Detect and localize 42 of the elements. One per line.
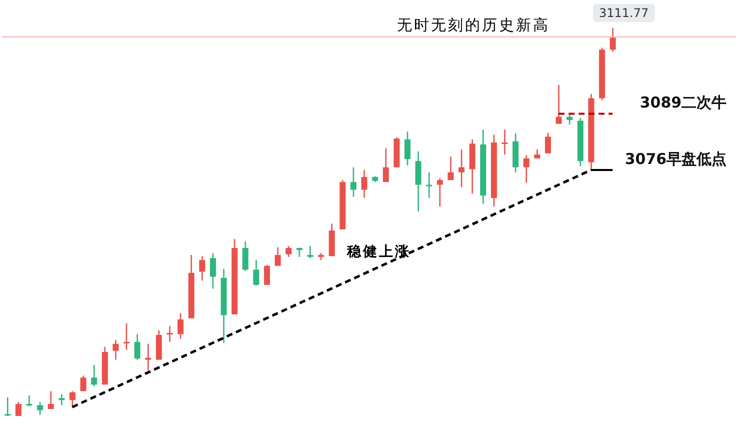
candlestick (436, 178, 443, 208)
candlestick (112, 339, 119, 360)
candlestick (350, 166, 356, 198)
candlestick (253, 259, 260, 286)
candlestick (502, 129, 508, 156)
candlestick (58, 394, 65, 406)
candlestick (361, 169, 368, 199)
candlestick (415, 150, 422, 212)
candlestick (458, 148, 465, 188)
candlestick (199, 255, 206, 282)
candlestick (48, 390, 54, 410)
candlestick (566, 114, 573, 126)
candlestick (286, 245, 292, 258)
candlestick (544, 132, 551, 154)
candlestick (274, 246, 281, 266)
annotation: 无时无刻的历史新高 (397, 16, 550, 35)
candlestick (426, 172, 432, 199)
candlestick (448, 156, 454, 181)
candlestick (80, 375, 86, 392)
candlestick (242, 240, 248, 272)
text: 3111.77 (593, 4, 655, 22)
candlestick (124, 322, 130, 350)
candlestick (166, 325, 173, 343)
candlestick (210, 252, 216, 290)
candlestick (404, 130, 410, 166)
candlestick (26, 394, 32, 407)
candlestick (91, 364, 98, 388)
candlestick (610, 28, 616, 52)
series-label: 3089二次牛 (640, 94, 727, 112)
candlestick (523, 154, 530, 184)
candlestick (264, 264, 270, 286)
candlestick (37, 401, 44, 416)
candlestick (307, 245, 314, 259)
candlestick (382, 148, 389, 183)
candlestick (178, 312, 184, 340)
candlestick (296, 246, 302, 258)
candlestick (134, 333, 140, 360)
candlestick (4, 396, 11, 416)
candlestick (69, 390, 76, 408)
candlestick (556, 84, 562, 124)
candlestick (15, 401, 22, 416)
series-label: 3076早盘低点 (624, 150, 727, 168)
